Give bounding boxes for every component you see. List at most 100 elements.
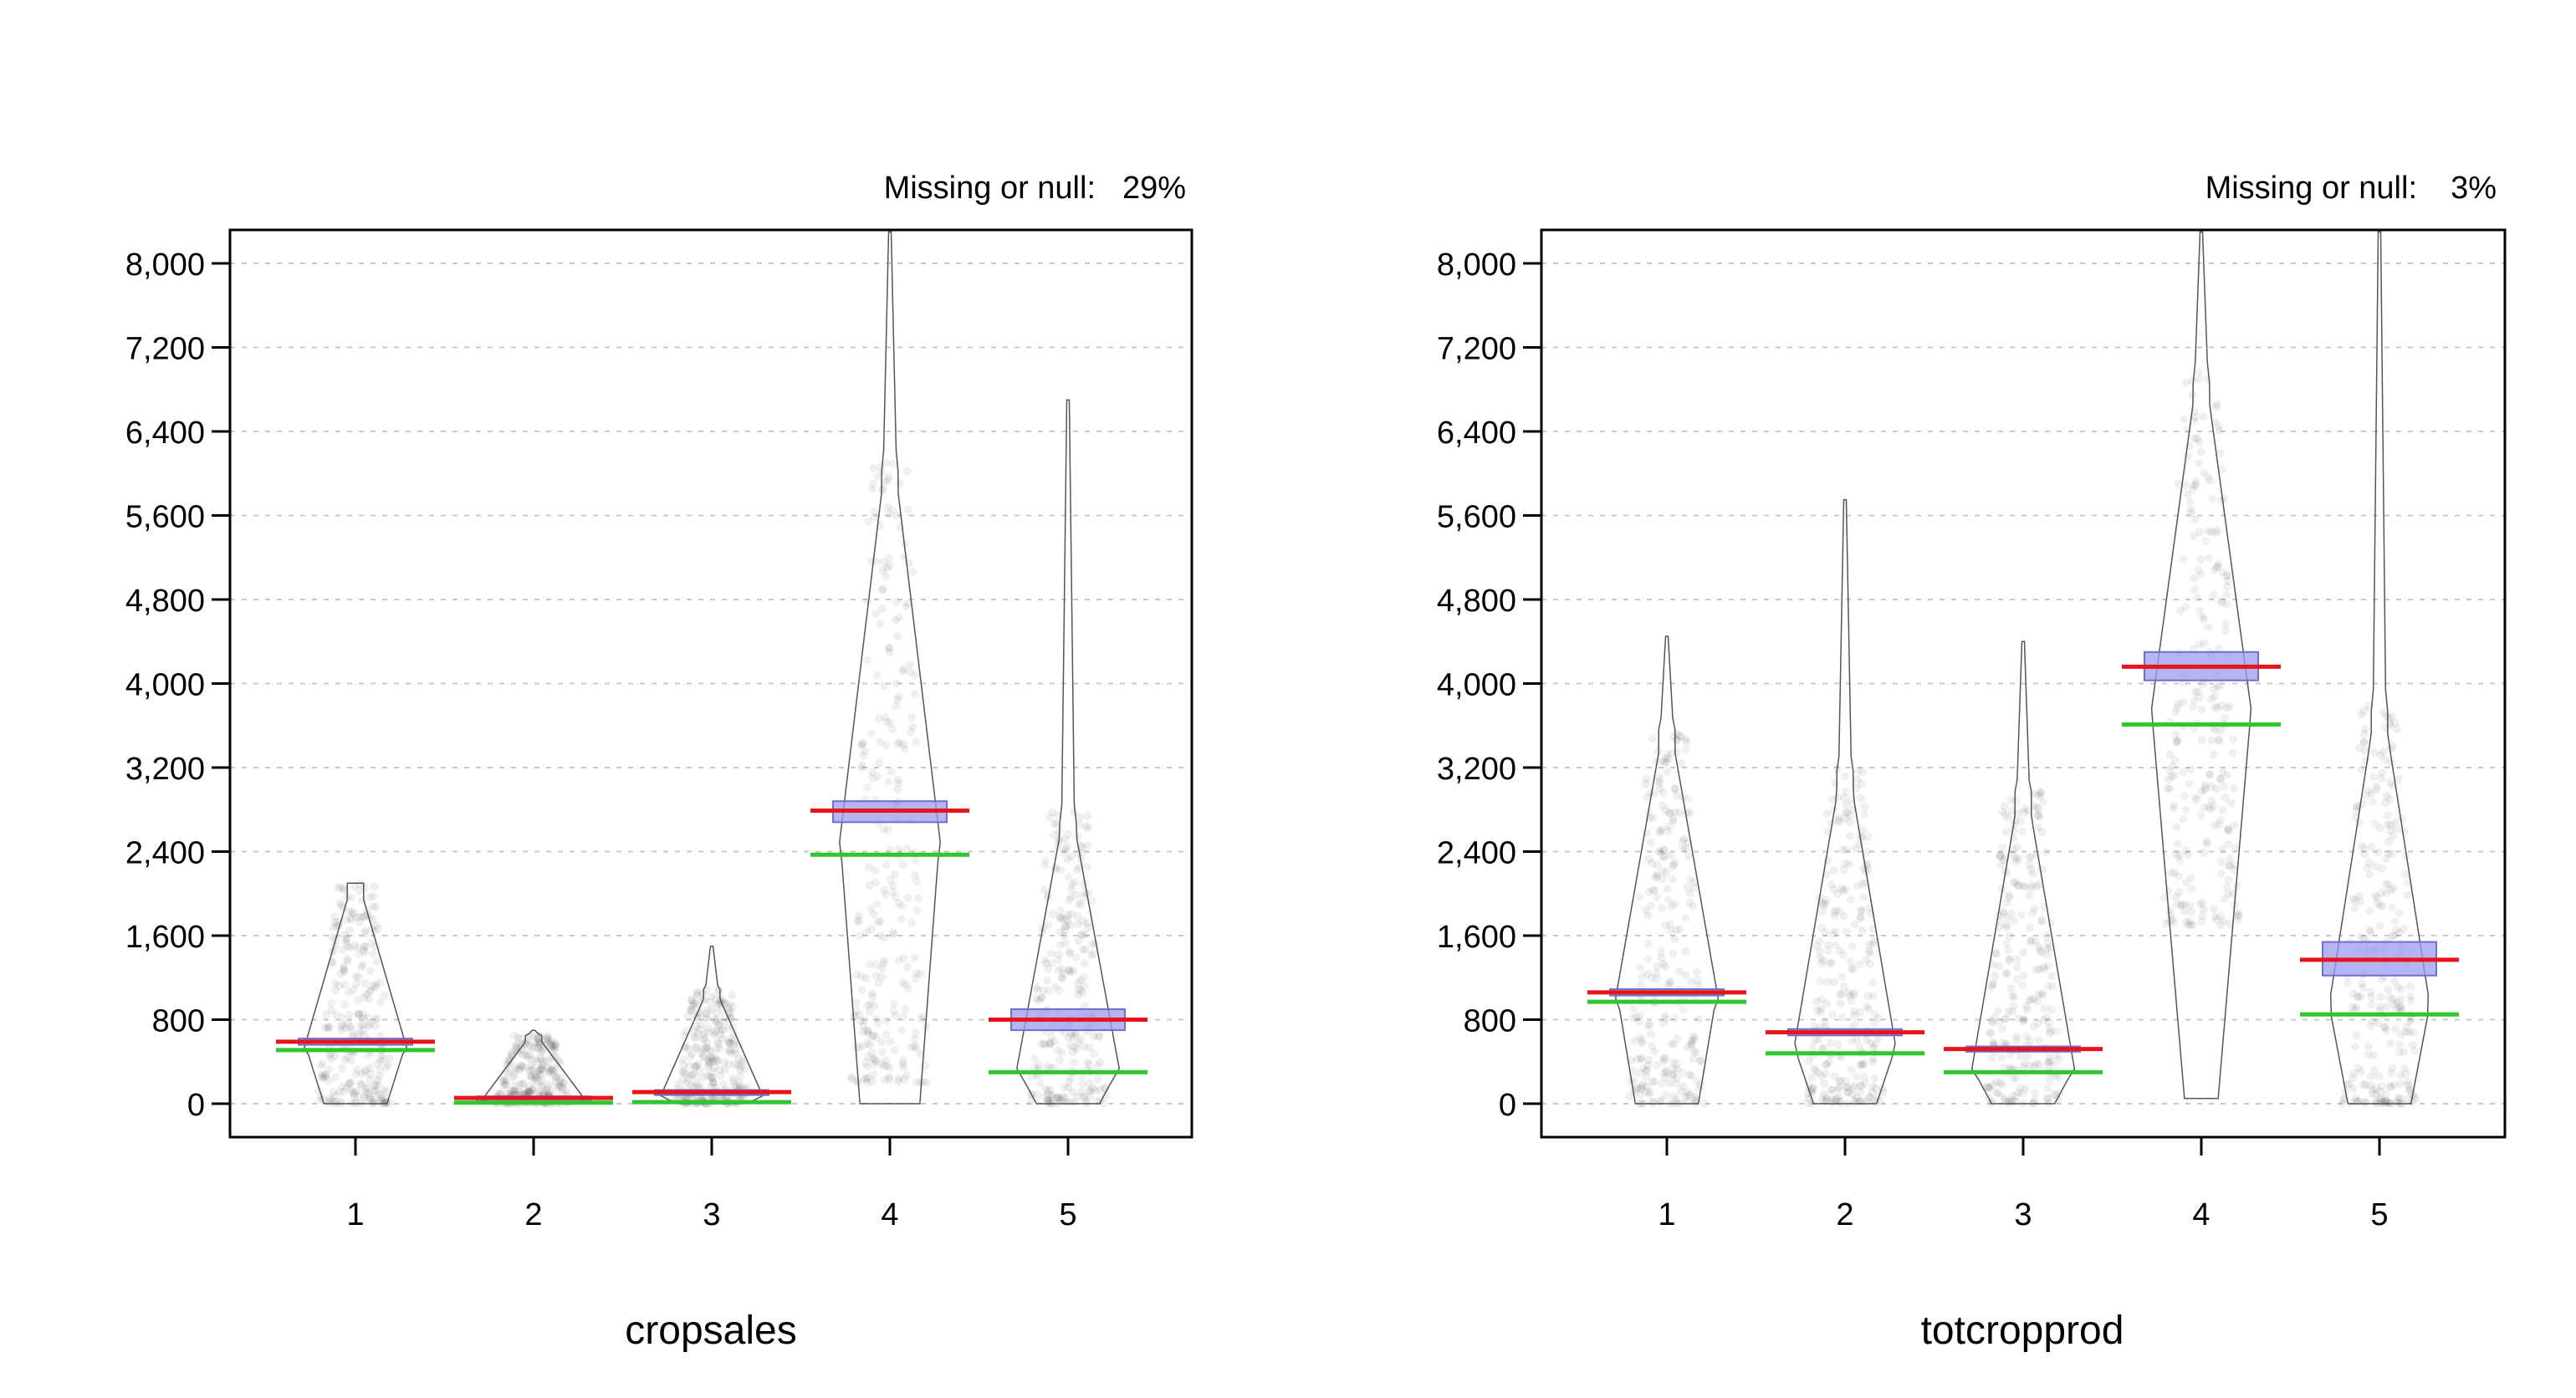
data-point <box>1078 843 1087 852</box>
data-point <box>725 1008 734 1017</box>
data-point <box>1076 986 1086 995</box>
data-point <box>1051 982 1061 992</box>
data-point <box>1644 855 1653 864</box>
data-point <box>2378 901 2387 911</box>
data-point <box>1843 988 1853 997</box>
data-point <box>1669 1091 1678 1100</box>
data-point <box>343 1054 352 1063</box>
data-point <box>373 1059 382 1068</box>
data-point <box>2365 870 2374 879</box>
data-point <box>2406 996 2415 1005</box>
data-point <box>1819 901 1828 910</box>
data-point <box>1853 881 1862 890</box>
data-point <box>1094 1031 1103 1040</box>
data-point <box>1031 994 1040 1003</box>
data-point <box>351 1098 360 1107</box>
data-point <box>869 464 878 473</box>
data-point <box>2209 802 2218 811</box>
data-point <box>2021 1002 2031 1011</box>
data-point <box>2359 737 2369 747</box>
data-point <box>877 585 887 594</box>
y-tick-label: 7,200 <box>125 332 205 367</box>
data-point <box>1641 780 1650 789</box>
data-point <box>882 1061 892 1070</box>
data-point <box>376 1098 385 1107</box>
data-point <box>2195 375 2204 384</box>
data-point <box>1648 1098 1658 1107</box>
data-point <box>1065 949 1074 958</box>
data-point <box>2398 814 2407 823</box>
data-point <box>359 1020 368 1029</box>
data-point <box>2382 889 2391 898</box>
data-point <box>1069 808 1078 817</box>
data-point <box>888 928 897 937</box>
data-point <box>526 1071 535 1080</box>
data-point <box>709 1064 718 1073</box>
data-point <box>2170 801 2179 810</box>
data-point <box>718 1025 728 1034</box>
data-point <box>2001 866 2010 875</box>
data-point <box>2185 917 2195 926</box>
data-point <box>917 1012 927 1021</box>
data-point <box>1084 889 1093 898</box>
data-point <box>350 1091 359 1100</box>
data-point <box>888 881 897 890</box>
data-point <box>550 1043 560 1053</box>
data-point <box>361 1065 371 1074</box>
data-point <box>911 856 920 865</box>
data-point <box>2003 969 2012 978</box>
data-point <box>2375 1087 2384 1096</box>
data-point <box>343 955 352 964</box>
data-point <box>2045 1029 2054 1038</box>
data-point <box>1988 980 1997 989</box>
data-point <box>1995 962 2004 971</box>
data-point <box>1637 1054 1646 1063</box>
data-point <box>2378 768 2387 778</box>
data-point <box>899 665 908 674</box>
data-point <box>2377 975 2386 984</box>
data-point <box>1832 1096 1841 1105</box>
data-point <box>1048 808 1057 817</box>
data-point <box>518 1079 527 1089</box>
data-point <box>715 1065 724 1074</box>
data-point <box>534 1066 543 1075</box>
data-point <box>363 1050 372 1059</box>
data-point <box>2389 884 2399 893</box>
data-point <box>882 572 891 581</box>
data-point <box>1041 958 1050 967</box>
data-point <box>2350 903 2359 912</box>
data-point <box>1040 860 1050 870</box>
data-point <box>2172 823 2181 832</box>
data-point <box>716 1043 725 1053</box>
data-point <box>1646 838 1655 847</box>
data-point <box>552 1084 561 1094</box>
data-point <box>2031 936 2040 946</box>
data-point <box>2027 852 2037 861</box>
data-point <box>1814 1069 1823 1078</box>
data-point <box>523 1087 532 1096</box>
data-point <box>371 902 381 911</box>
data-point <box>2054 1054 2063 1064</box>
data-point <box>2216 596 2226 605</box>
data-point <box>2379 747 2388 757</box>
data-point <box>2360 844 2369 853</box>
data-point <box>2175 851 2184 860</box>
data-point <box>2214 559 2223 568</box>
data-point <box>2223 570 2232 579</box>
data-point <box>1658 903 1667 912</box>
data-point <box>1065 1077 1074 1086</box>
data-point <box>2404 1080 2413 1089</box>
data-point <box>2179 814 2188 824</box>
data-point <box>912 906 922 915</box>
data-point <box>1055 1056 1064 1065</box>
y-tick-label: 800 <box>152 1004 205 1039</box>
data-point <box>1848 941 1857 951</box>
data-point <box>358 1010 367 1019</box>
data-point <box>1681 913 1690 922</box>
data-point <box>1669 1040 1679 1049</box>
data-point <box>324 1076 333 1085</box>
data-point <box>1040 956 1049 965</box>
data-point <box>533 1088 542 1097</box>
data-point <box>551 1052 560 1061</box>
data-point <box>1821 928 1830 937</box>
